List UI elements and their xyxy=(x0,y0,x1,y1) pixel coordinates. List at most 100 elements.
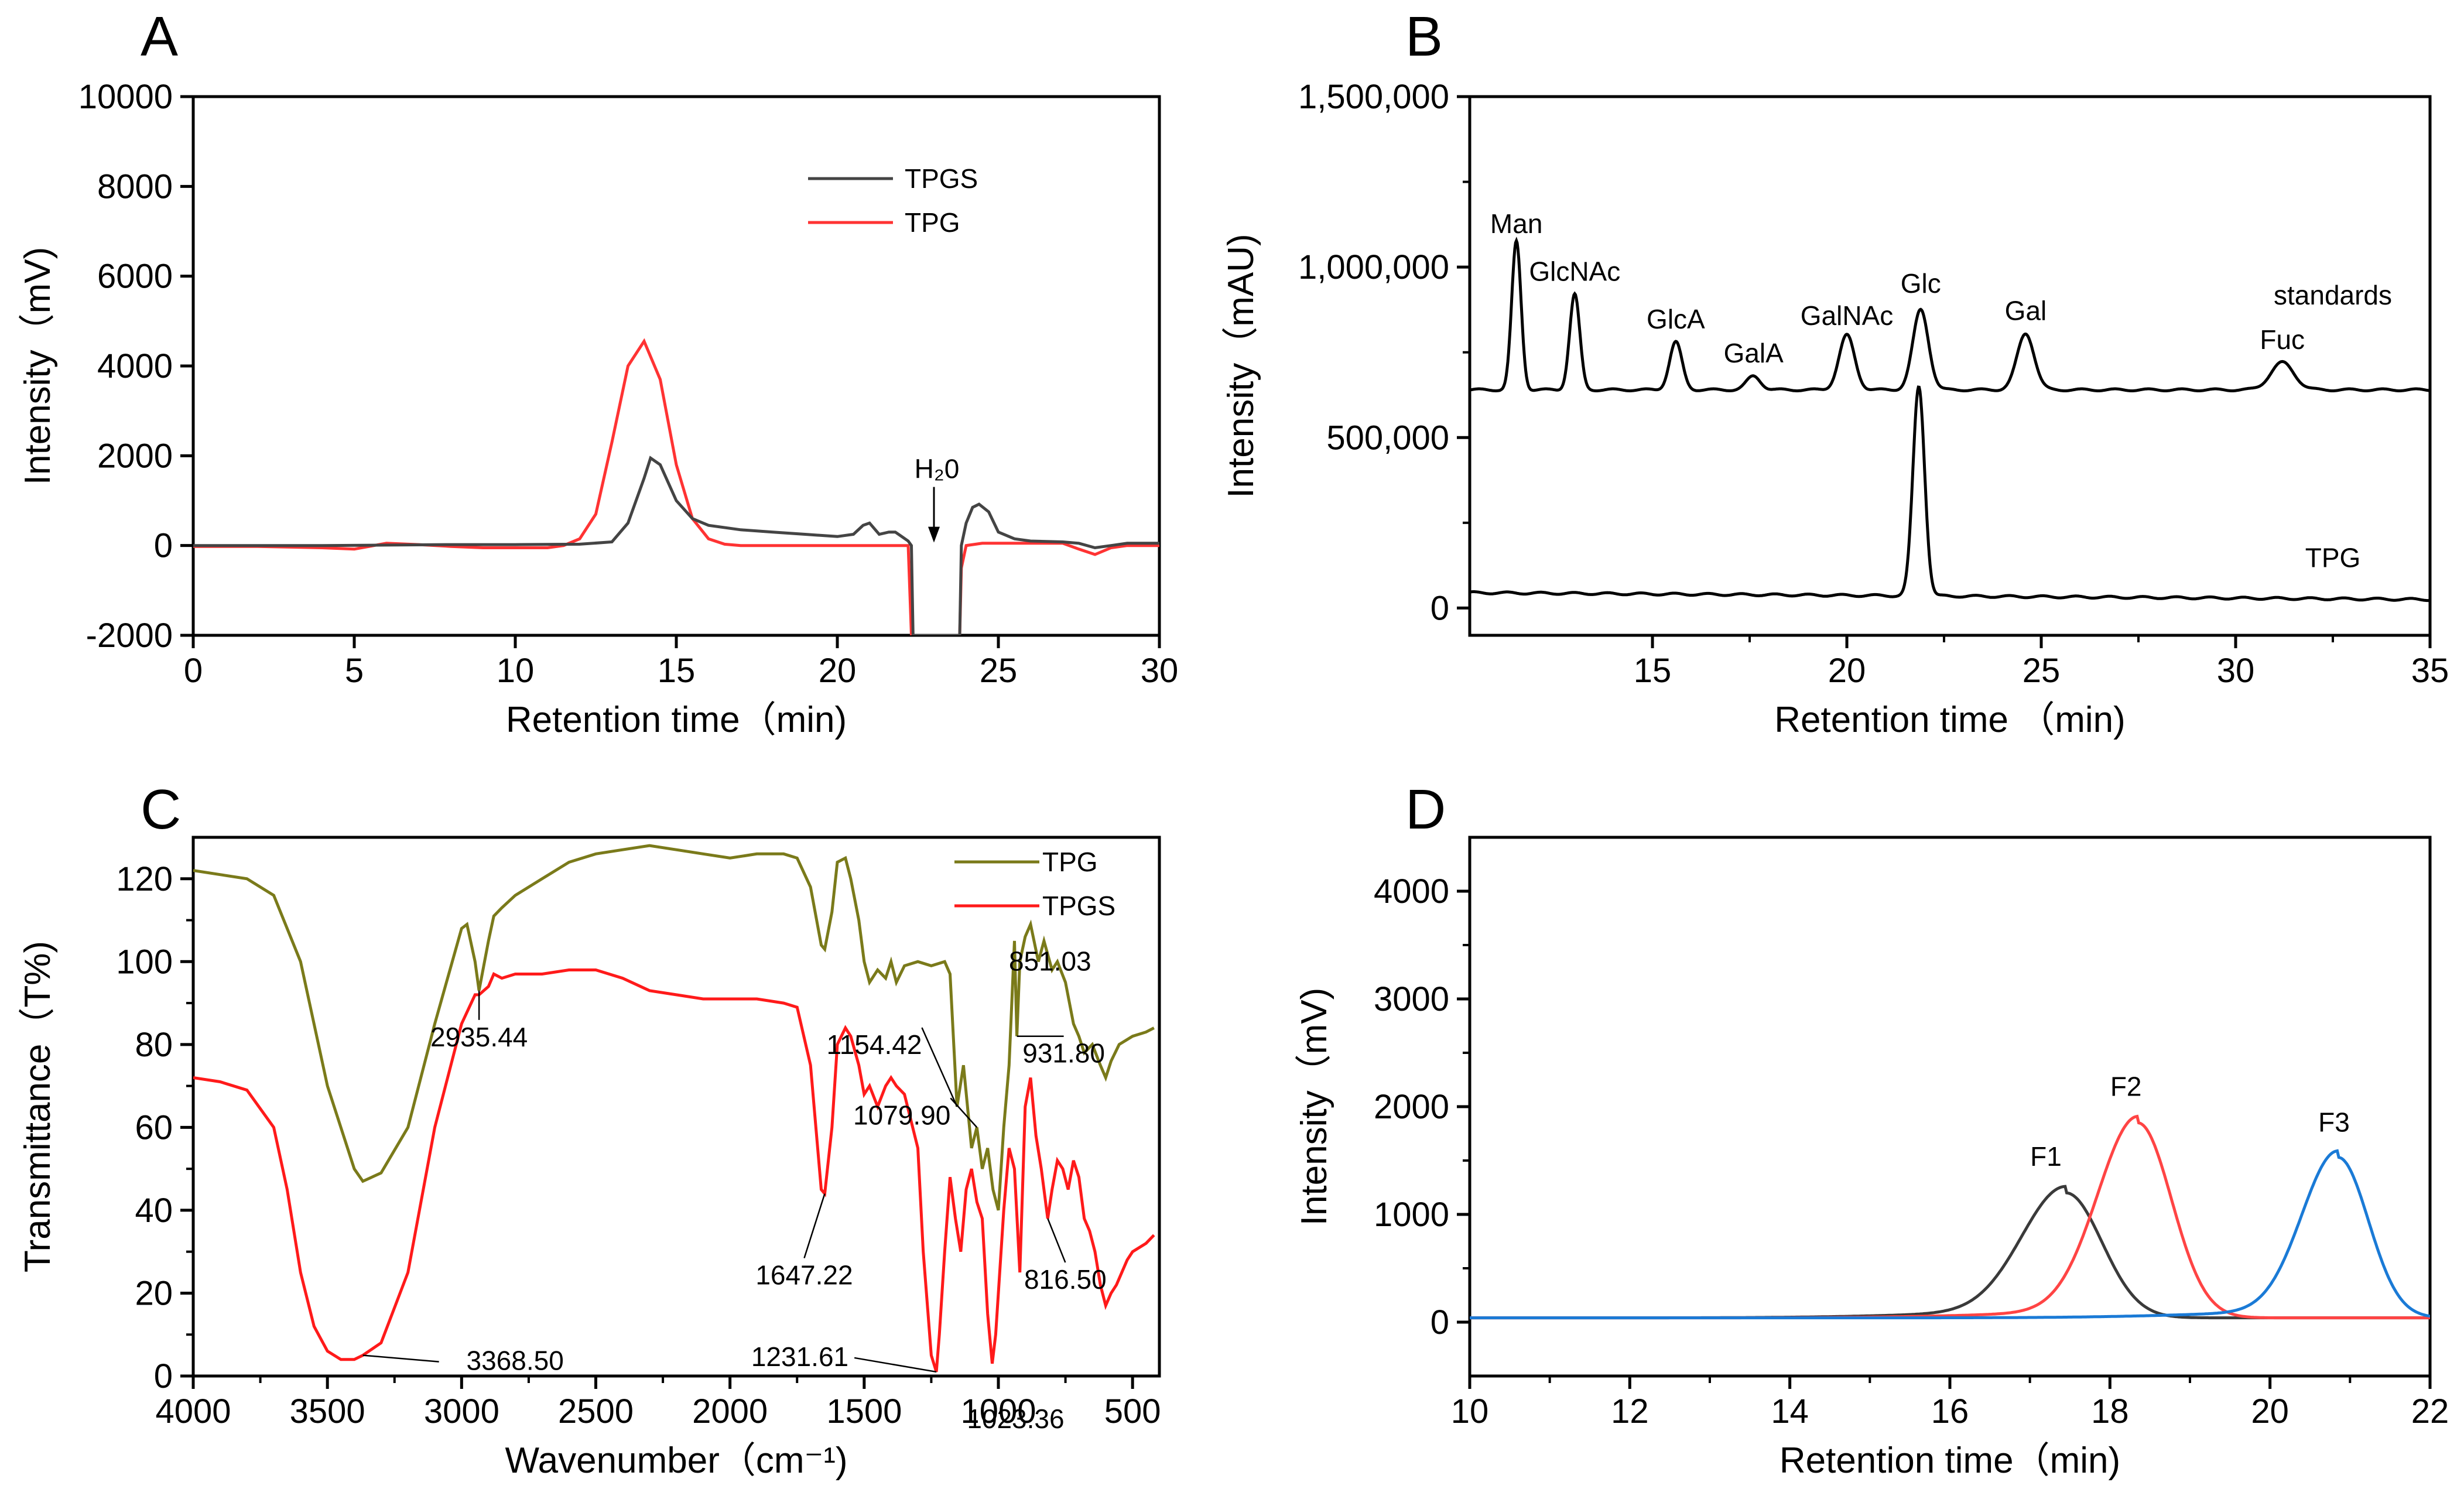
annotation-leader-1154.42 xyxy=(921,1027,958,1107)
y-tick-label-b: 1,000,000 xyxy=(1298,248,1449,286)
x-tick-label-b: 25 xyxy=(2022,652,2061,690)
annotation-1023.36: 1023.36 xyxy=(967,1404,1064,1434)
series-line-tpg xyxy=(193,338,1159,635)
y-tick-label-c: 60 xyxy=(135,1108,173,1146)
plot-frame-a xyxy=(191,95,1161,637)
x-tick-label-c: 3500 xyxy=(290,1392,365,1430)
x-tick-label-a: 5 xyxy=(345,652,364,690)
peak-label-glca: GlcA xyxy=(1647,304,1705,334)
panel-letter-b: B xyxy=(1405,5,1443,68)
x-tick-label-b: 35 xyxy=(2411,652,2449,690)
annotation-931.80: 931.80 xyxy=(1022,1038,1105,1069)
y-tick-label-a: 2000 xyxy=(97,437,173,475)
y-tick-label-c: 100 xyxy=(116,943,173,981)
y-tick-label-d: 0 xyxy=(1431,1303,1449,1341)
y-axis-label-d: Intensity（mV) xyxy=(1294,988,1334,1226)
panel-letter-d: D xyxy=(1405,778,1446,841)
x-tick-label-b: 15 xyxy=(1634,652,1672,690)
annotation-1079.90: 1079.90 xyxy=(853,1100,950,1130)
x-tick-label-a: 15 xyxy=(658,652,696,690)
y-tick-label-a: 10000 xyxy=(78,78,173,116)
y-tick-label-a: -2000 xyxy=(86,617,173,655)
y-tick-label-a: 0 xyxy=(154,527,173,565)
chart-c: 4000 3500 3000 2500 2000 1500 1000 500 0 20 40 60 80… xyxy=(18,836,1161,1481)
series-line-tpg xyxy=(1470,385,2430,603)
x-tick-label-a: 20 xyxy=(819,652,857,690)
x-tick-label-c: 2000 xyxy=(692,1392,768,1430)
panel-letter-a: A xyxy=(141,5,178,68)
x-tick-label-d: 10 xyxy=(1451,1392,1489,1430)
panel-letter-c: C xyxy=(141,778,181,841)
y-tick-label-b: 500,000 xyxy=(1326,419,1449,457)
y-tick-label-c: 20 xyxy=(135,1274,173,1312)
y-tick-label-a: 8000 xyxy=(97,167,173,206)
x-tick-label-d: 12 xyxy=(1611,1392,1649,1430)
annotation-arrow-head xyxy=(928,526,940,543)
chart-a: 0 5 10 15 20 25 30 -2000 0 2000 4000 6000 8000 10000 R… xyxy=(18,78,1178,740)
plot-frame-d xyxy=(1468,836,2432,1378)
y-tick-label-a: 6000 xyxy=(97,258,173,296)
annotation-leader-1231.61 xyxy=(854,1357,937,1373)
y-axis-label-a: Intensity（mV) xyxy=(18,247,58,485)
peak-label-glcnac: GlcNAc xyxy=(1529,256,1620,286)
peak-label-f1: F1 xyxy=(2030,1141,2062,1172)
y-tick-label-c: 80 xyxy=(135,1026,173,1064)
peak-label-tpg: TPG xyxy=(2305,543,2361,573)
peak-label-gala: GalA xyxy=(1724,338,1784,368)
y-tick-label-b: 1,500,000 xyxy=(1298,78,1449,116)
peak-label-standards: standards xyxy=(2274,280,2392,310)
annotation-2935.44: 2935.44 xyxy=(430,1022,528,1052)
x-axis-label-c: Wavenumber（cm⁻¹) xyxy=(505,1440,847,1481)
x-tick-label-c: 1000 xyxy=(960,1392,1036,1430)
y-tick-label-c: 40 xyxy=(135,1192,173,1230)
series-line-tpg xyxy=(193,844,1155,1211)
plot-frame-b xyxy=(1468,95,2432,637)
annotation-1154.42: 1154.42 xyxy=(827,1029,922,1060)
x-tick-label-d: 22 xyxy=(2411,1392,2449,1430)
y-tick-label-d: 3000 xyxy=(1374,980,1449,1018)
x-tick-label-a: 0 xyxy=(184,652,203,690)
legend-label-tpg: TPG xyxy=(905,207,960,238)
peak-label-glc: Glc xyxy=(1901,268,1941,299)
peak-label-gal: Gal xyxy=(2005,295,2047,326)
y-tick-label-c: 0 xyxy=(154,1357,173,1395)
y-tick-label-d: 4000 xyxy=(1374,872,1449,911)
x-tick-label-c: 4000 xyxy=(155,1392,231,1430)
peak-label-man: Man xyxy=(1490,208,1542,239)
plot-frame-c xyxy=(191,836,1161,1378)
y-axis-label-b: Intensity（mAU) xyxy=(1221,234,1261,498)
peak-label-fuc: Fuc xyxy=(2260,324,2305,355)
y-tick-label-c: 120 xyxy=(116,860,173,898)
series-line-tpgs xyxy=(193,456,1159,635)
peak-label-galnac: GalNAc xyxy=(1801,300,1893,331)
x-axis-label-d: Retention time（min) xyxy=(1779,1440,2120,1481)
y-tick-label-b: 0 xyxy=(1431,589,1449,627)
chart-b: 15 20 25 30 35 0 500,000 1,000,000 1,500,000 Rete… xyxy=(1221,78,2449,740)
annotation-leader-1079.90 xyxy=(950,1097,978,1128)
x-tick-label-d: 14 xyxy=(1771,1392,1809,1430)
legend-label-tpgs: TPGS xyxy=(905,163,978,194)
series-line-f2 xyxy=(1470,1114,2430,1320)
series-line-tpgs xyxy=(193,968,1155,1372)
annotation-leader-1647.22 xyxy=(803,1193,826,1258)
peak-label-f3: F3 xyxy=(2318,1107,2350,1137)
x-tick-label-a: 10 xyxy=(497,652,535,690)
series-line-f3 xyxy=(1470,1149,2430,1320)
x-tick-label-d: 18 xyxy=(2091,1392,2129,1430)
annotation-851.03: 851.03 xyxy=(1009,946,1091,976)
x-tick-label-a: 30 xyxy=(1141,652,1179,690)
series-line-standards xyxy=(1470,237,2430,392)
annotation-816.50: 816.50 xyxy=(1024,1264,1107,1295)
x-axis-label-b: Retention time （min) xyxy=(1774,700,2126,740)
legend-label-tpgs: TPGS xyxy=(1042,891,1115,921)
x-axis-label-a: Retention time（min) xyxy=(506,700,847,740)
annotation-3368.50: 3368.50 xyxy=(467,1346,564,1376)
x-tick-label-d: 16 xyxy=(1931,1392,1969,1430)
y-tick-label-a: 4000 xyxy=(97,347,173,385)
annotation-1647.22: 1647.22 xyxy=(755,1260,853,1291)
peak-label-f2: F2 xyxy=(2110,1072,2142,1102)
annotation-leader-816.50 xyxy=(1047,1218,1066,1263)
x-tick-label-d: 20 xyxy=(2251,1392,2289,1430)
annotation-leader-3368.50 xyxy=(362,1354,439,1363)
x-tick-label-c: 3000 xyxy=(424,1392,499,1430)
